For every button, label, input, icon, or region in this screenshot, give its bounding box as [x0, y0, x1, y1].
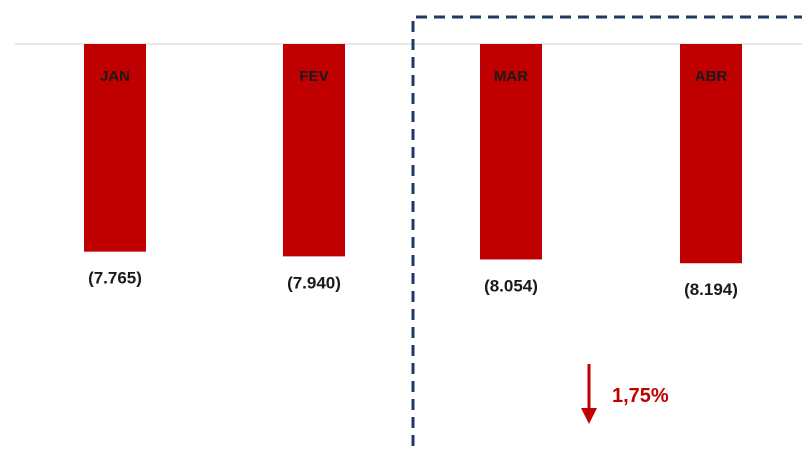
value-labels-group: (7.765) (7.940) (8.054) (8.194) — [88, 269, 738, 300]
category-label-abr: ABR — [695, 68, 728, 85]
category-label-fev: FEV — [299, 68, 328, 85]
down-arrow-icon — [581, 408, 597, 424]
category-labels-group: JAN FEV MAR ABR — [100, 68, 727, 85]
bar-mar — [480, 44, 542, 260]
category-label-mar: MAR — [494, 68, 528, 85]
bars-group — [84, 44, 742, 264]
bar-abr — [680, 44, 742, 264]
value-label-abr: (8.194) — [684, 280, 738, 299]
bar-jan — [84, 44, 146, 252]
highlight-dashed-box — [411, 15, 802, 446]
bar-fev — [283, 44, 345, 257]
change-annotation: 1,75% — [581, 364, 669, 424]
value-label-mar: (8.054) — [484, 276, 538, 295]
value-label-fev: (7.940) — [287, 273, 341, 292]
value-label-jan: (7.765) — [88, 269, 142, 288]
category-label-jan: JAN — [100, 68, 130, 85]
change-percent-label: 1,75% — [612, 385, 669, 407]
